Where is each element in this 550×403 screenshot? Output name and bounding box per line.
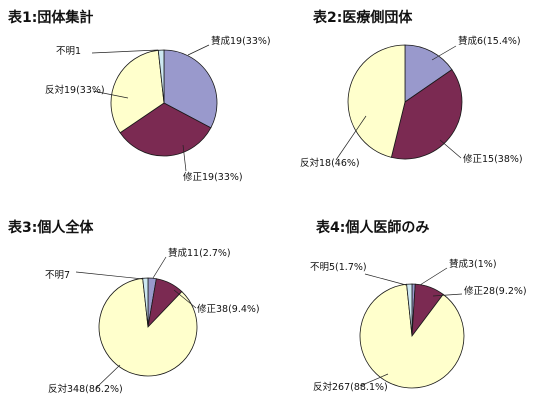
leader-line <box>75 271 144 280</box>
pie-slice <box>98 277 198 377</box>
leader-line <box>152 256 167 279</box>
leader-line <box>359 373 389 387</box>
slice-label: 不明7 <box>45 270 70 281</box>
pie-slice <box>119 102 212 157</box>
leader-line <box>439 139 462 159</box>
pie-slice <box>406 283 413 337</box>
leader-line <box>173 289 197 309</box>
leader-line <box>364 273 407 286</box>
slice-label: 修正19(33%) <box>183 171 243 183</box>
leader-line <box>182 144 187 172</box>
slice-label: 賛成3(1%) <box>449 258 497 270</box>
pie-slice <box>390 69 463 160</box>
chart-title: 表3:個人全体 <box>7 219 94 236</box>
slice-label: 賛成19(33%) <box>211 35 271 47</box>
leader-line <box>431 45 457 61</box>
pie-slice <box>347 44 406 158</box>
slice-label: 不明5(1.7%) <box>310 262 367 273</box>
slice-label: 修正28(9.2%) <box>464 285 527 297</box>
leader-line <box>187 44 210 56</box>
slice-label: 賛成6(15.4%) <box>458 35 521 47</box>
leader-line <box>92 90 129 99</box>
leader-line <box>335 115 367 161</box>
pie-slice <box>163 49 218 129</box>
slice-label: 修正15(38%) <box>463 153 523 165</box>
slice-label: 修正38(9.4%) <box>197 303 260 315</box>
slice-label: 反対267(88.1%) <box>313 381 388 393</box>
pie-slice <box>359 283 465 389</box>
slice-label: 反対19(33%) <box>45 84 105 96</box>
pie-slice <box>110 49 165 134</box>
slice-label: 反対348(86.2%) <box>48 383 123 395</box>
slice-label: 反対18(46%) <box>300 157 360 169</box>
slice-label: 賛成11(2.7%) <box>168 247 231 259</box>
chart-title: 表2:医療側団体 <box>312 9 413 26</box>
chart-title: 表4:個人医師のみ <box>315 219 429 236</box>
pie-slice <box>142 277 149 328</box>
leader-line <box>432 293 463 297</box>
leader-line <box>419 267 448 286</box>
leader-line <box>91 49 159 54</box>
chart-title: 表1:団体集計 <box>7 9 93 26</box>
leader-line <box>95 364 121 389</box>
pie-slice <box>157 49 165 104</box>
slice-label: 不明1 <box>56 46 81 57</box>
pie-slice <box>404 44 453 103</box>
